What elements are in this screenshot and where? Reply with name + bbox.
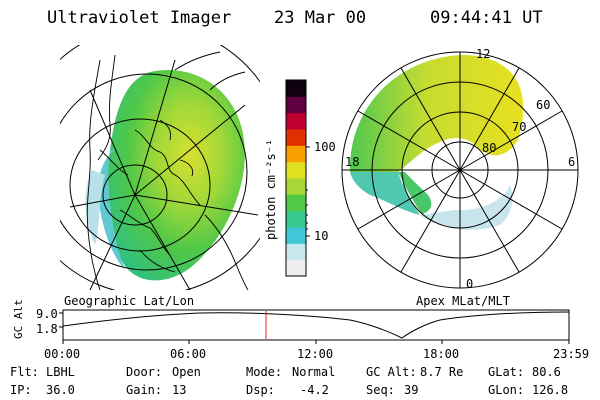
seq-value: 39: [404, 383, 419, 397]
glon-value: 126.8: [532, 383, 569, 397]
colorbar-segment: [286, 243, 306, 261]
dsp-value: -4.2: [300, 383, 329, 397]
colorbar-unit-label: photon cm⁻²s⁻¹: [264, 138, 278, 240]
gc-alt-value: 8.7 Re: [420, 365, 464, 379]
glat-value: 80.6: [532, 365, 561, 379]
mode-value: Normal: [292, 365, 336, 379]
gc-altitude-curve: [62, 311, 570, 339]
gain-value: 13: [172, 383, 187, 397]
mlt-label-12: 12: [476, 47, 490, 61]
colorbar-segment: [286, 161, 306, 179]
filter-label: Flt:: [10, 365, 39, 379]
colorbar-segment: [286, 259, 306, 277]
mlat-label-70: 70: [512, 120, 526, 134]
ip-label: IP:: [10, 383, 32, 397]
timeline-ytick-9: 9.0: [36, 307, 58, 321]
colorbar-frame: [285, 79, 307, 277]
colorbar-segment: [286, 145, 306, 163]
colorbar-segment: [286, 80, 306, 97]
seq-label: Seq:: [366, 383, 395, 397]
geographic-map: [60, 45, 260, 290]
apex-panel-label: Apex MLat/MLT: [416, 294, 510, 308]
mlat-label-80: 80: [482, 141, 496, 155]
time-label: 09:44:41 UT: [430, 8, 543, 28]
timeline-xtick-1200: 12:00: [297, 347, 333, 361]
apex-grid: [341, 51, 579, 289]
apex-map: 12 18 6 0 60 70 80: [341, 47, 579, 291]
date-label: 23 Mar 00: [274, 8, 367, 28]
orbit-timeline: 9.0 1.8 GC Alt 00:00 06:00 12:00 18:00 2…: [12, 299, 589, 361]
colorbar-segment: [286, 178, 306, 195]
timeline-ylabel: GC Alt: [12, 299, 25, 339]
coastlines: [86, 51, 249, 290]
mode-label: Mode:: [246, 365, 283, 379]
dsp-label: Dsp:: [246, 383, 275, 397]
colorbar-segment: [286, 112, 306, 130]
gc-alt-label: GC Alt:: [366, 365, 417, 379]
geo-panel-label: Geographic Lat/Lon: [64, 294, 194, 308]
door-label: Door:: [126, 365, 163, 379]
timeline-xtick-0000: 00:00: [44, 347, 80, 361]
colorbar-segment: [286, 129, 306, 146]
geo-latitude-grid: [60, 45, 260, 290]
ip-value: 36.0: [46, 383, 75, 397]
mlt-label-0: 0: [466, 277, 473, 291]
colorbar-tick-10: 10: [314, 229, 328, 243]
colorbar-segment: [286, 194, 306, 212]
filter-value: LBHL: [46, 365, 75, 379]
mlat-label-60: 60: [536, 98, 550, 112]
instrument-title: Ultraviolet Imager: [47, 8, 232, 28]
timeline-xtick-0600: 06:00: [170, 347, 206, 361]
mlt-label-18: 18: [345, 155, 359, 169]
timeline-xtick-2359: 23:59: [553, 347, 589, 361]
aurora-emission-geo: [107, 69, 245, 281]
gain-label: Gain:: [126, 383, 163, 397]
mlt-label-6: 6: [568, 155, 575, 169]
glat-label: GLat:: [488, 365, 525, 379]
colorbar-segment: [286, 227, 306, 244]
timeline-ytick-1-8: 1.8: [36, 322, 58, 336]
glon-label: GLon:: [488, 383, 525, 397]
colorbar-segment: [286, 96, 306, 114]
colorbar: [285, 79, 307, 277]
colorbar-tick-100: 100: [314, 140, 336, 154]
door-value: Open: [172, 365, 201, 379]
geo-longitude-grid: [69, 59, 259, 290]
timeline-xtick-1800: 18:00: [423, 347, 459, 361]
colorbar-segment: [286, 210, 306, 228]
